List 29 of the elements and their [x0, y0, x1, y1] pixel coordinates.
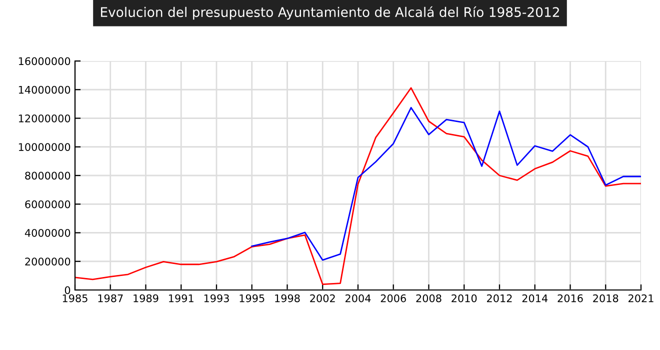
x-tick-label: 2021	[628, 294, 654, 302]
x-tick-label: 1989	[134, 294, 158, 302]
x-tick-label: 2012	[487, 294, 512, 302]
line-series	[251, 106, 641, 261]
x-tick-label: 2010	[452, 294, 477, 302]
y-tick-label: 0	[64, 286, 70, 294]
y-tick-label: 2000000	[25, 258, 70, 266]
y-tick-label: 4000000	[24, 228, 70, 237]
x-tick-label: 2016	[558, 294, 583, 302]
x-tick-label: 1993	[204, 294, 229, 302]
x-tick-label: 2014	[522, 294, 548, 302]
x-tick-label: 1987	[98, 294, 123, 302]
x-tick-label: 2006	[380, 294, 406, 302]
y-tick-label: 12000000	[18, 114, 70, 122]
y-tick-label: 14000000	[18, 86, 70, 94]
y-tick-label: 10000000	[18, 143, 70, 151]
x-tick-label: 1995	[240, 294, 264, 302]
y-tick-label: 6000000	[25, 200, 70, 208]
x-tick-label: 2004	[346, 294, 371, 302]
chart-title: Evolucion del presupuesto Ayuntamiento de Alcalá del Río 1985-2012	[101, 6, 559, 20]
x-tick-label: 1985	[62, 294, 88, 302]
x-tick-label: 2002	[310, 294, 335, 302]
x-tick-label: 2018	[593, 294, 618, 302]
x-tick-label: 1998	[275, 294, 300, 302]
y-tick-label: 16000000	[18, 57, 70, 66]
y-tick-label: 8000000	[25, 172, 70, 180]
x-tick-label: 2008	[416, 294, 442, 302]
x-tick-label: 1991	[169, 294, 194, 302]
line-series	[75, 87, 641, 285]
